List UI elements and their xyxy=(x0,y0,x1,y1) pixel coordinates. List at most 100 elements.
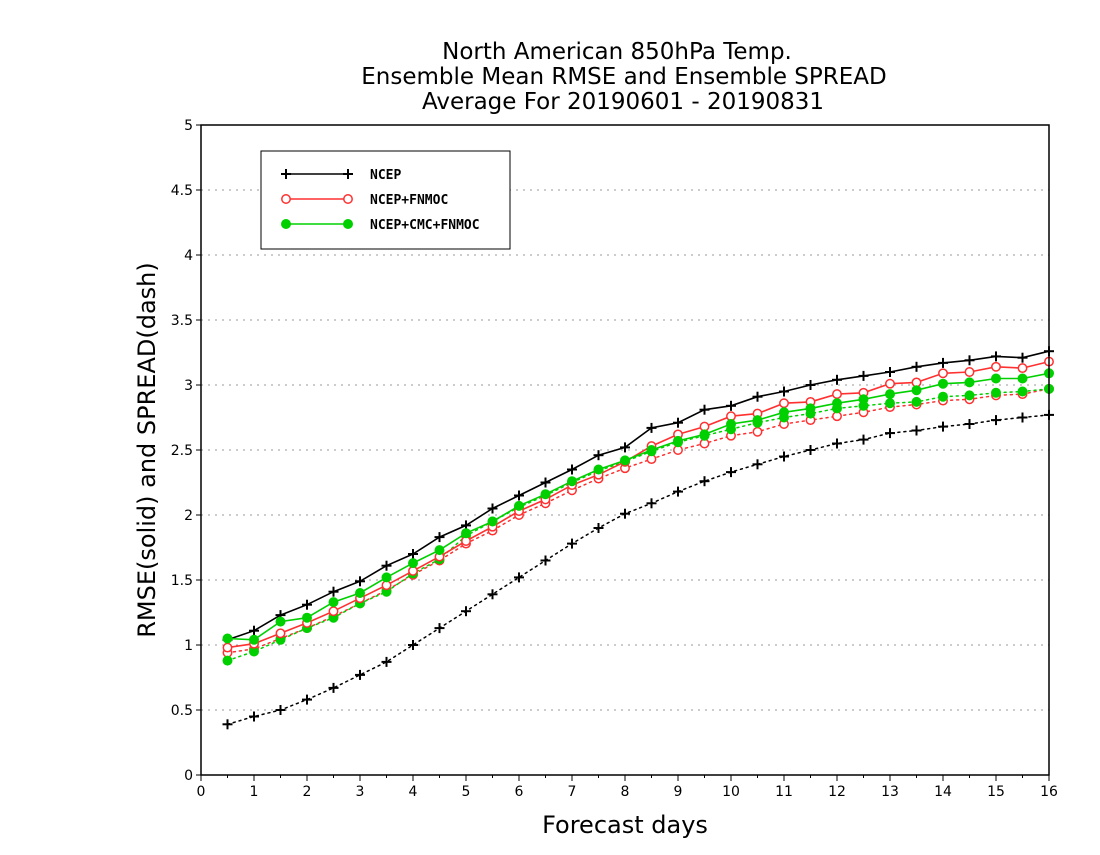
title-line-3: Average For 20190601 - 20190831 xyxy=(422,89,824,115)
x-tick-label: 0 xyxy=(197,784,206,800)
ncep-fnmoc-rmse-line xyxy=(227,360,1050,649)
ncep-cmc-fnmoc-rmse-point xyxy=(779,407,789,418)
ncep-spread-point xyxy=(646,498,657,509)
ncep-rmse-point xyxy=(726,400,736,411)
x-tick-label: 9 xyxy=(674,784,683,800)
legend-marker xyxy=(281,219,291,229)
ncep-cmc-fnmoc-rmse-point xyxy=(832,398,842,409)
y-tick-label: 1.5 xyxy=(171,573,193,589)
y-tick-label: 2 xyxy=(184,508,193,524)
ncep-spread-point xyxy=(964,419,975,429)
ncep-spread-point xyxy=(249,711,259,722)
ncep-fnmoc-rmse-point xyxy=(938,368,948,379)
x-tick-label: 16 xyxy=(1040,784,1058,800)
ncep-rmse-point xyxy=(858,370,869,381)
x-tick-label: 15 xyxy=(987,784,1005,800)
ncep-rmse-point xyxy=(355,576,365,587)
y-axis-label: RMSE(solid) and SPREAD(dash) xyxy=(133,262,161,638)
ncep-spread-point xyxy=(355,669,365,680)
ncep-cmc-fnmoc-spread-point xyxy=(1017,386,1028,397)
ncep-spread-point xyxy=(408,640,418,650)
ncep-cmc-fnmoc-rmse-point xyxy=(355,588,365,598)
ncep-spread-point xyxy=(673,486,683,497)
ncep-spread-point xyxy=(593,523,604,533)
ncep-fnmoc-rmse-point xyxy=(991,361,1001,372)
ncep-cmc-fnmoc-rmse-point xyxy=(673,435,683,446)
ncep-spread-point xyxy=(911,425,922,436)
ncep-spread-point xyxy=(302,694,312,705)
ncep-spread-point xyxy=(726,467,736,478)
ncep-rmse-point xyxy=(832,374,842,385)
ncep-rmse-point xyxy=(699,404,710,415)
ncep-spread-point xyxy=(752,459,763,470)
ncep-rmse-point xyxy=(673,417,683,428)
ncep-cmc-fnmoc-rmse-point xyxy=(911,385,922,396)
ncep-spread-point xyxy=(434,623,445,634)
x-tick-label: 12 xyxy=(828,784,846,800)
ncep-cmc-fnmoc-rmse-line xyxy=(227,372,1050,641)
x-tick-label: 2 xyxy=(303,784,312,800)
ncep-rmse-point xyxy=(938,357,948,368)
ncep-spread-point xyxy=(938,421,948,432)
ncep-fnmoc-spread-line xyxy=(226,388,1050,654)
ncep-rmse-point xyxy=(964,355,975,366)
ncep-cmc-fnmoc-rmse-point xyxy=(726,419,736,429)
ncep-cmc-fnmoc-rmse-point xyxy=(275,616,286,627)
ncep-rmse-point xyxy=(540,477,551,488)
ncep-spread-point xyxy=(991,415,1001,426)
legend: NCEP NCEP+FNMOC NCEP+CMC+FNMOC xyxy=(260,150,511,250)
y-tick-label: 3 xyxy=(184,378,193,394)
chart-title: North American 850hPa Temp. Ensemble Mea… xyxy=(361,39,886,115)
ncep-cmc-fnmoc-rmse-point xyxy=(885,389,895,400)
ncep-spread-line xyxy=(226,414,1050,726)
ncep-rmse-point xyxy=(381,560,392,571)
ncep-rmse-point xyxy=(779,386,789,397)
ncep-cmc-fnmoc-rmse-point xyxy=(540,489,551,500)
ncep-cmc-fnmoc-spread-point xyxy=(885,398,895,409)
ncep-spread-point xyxy=(832,438,842,449)
legend-marker xyxy=(343,169,353,179)
x-tick-label: 14 xyxy=(934,784,952,800)
y-tick-label: 3.5 xyxy=(171,313,193,329)
ncep-cmc-fnmoc-rmse-point xyxy=(328,597,339,608)
y-tick-label: 0 xyxy=(184,768,193,784)
ncep-cmc-fnmoc-spread-point xyxy=(222,655,233,666)
legend-label: NCEP+CMC+FNMOC xyxy=(370,218,480,233)
y-tick-label: 2.5 xyxy=(171,443,193,459)
ncep-spread-point xyxy=(779,451,789,462)
ncep-spread-point xyxy=(461,606,471,617)
ncep-cmc-fnmoc-rmse-point xyxy=(514,500,524,511)
ncep-fnmoc-rmse-point xyxy=(832,389,842,400)
x-tick-label: 8 xyxy=(621,784,630,800)
ncep-spread-point xyxy=(567,538,577,549)
ncep-fnmoc-spread-point xyxy=(752,426,763,437)
legend-box xyxy=(260,150,511,250)
ncep-cmc-fnmoc-spread-point xyxy=(991,387,1001,398)
x-tick-label: 4 xyxy=(409,784,418,800)
title-line-1: North American 850hPa Temp. xyxy=(442,39,792,65)
ncep-cmc-fnmoc-rmse-point xyxy=(461,528,471,539)
ncep-spread-point xyxy=(487,589,498,600)
ncep-spread-point xyxy=(381,656,392,667)
ncep-cmc-fnmoc-rmse-point xyxy=(434,545,445,556)
legend-label: NCEP xyxy=(370,168,401,183)
ncep-spread-point xyxy=(805,445,816,455)
y-tick-label: 1 xyxy=(184,638,193,654)
ncep-cmc-fnmoc-rmse-point xyxy=(646,445,657,455)
ncep-cmc-fnmoc-rmse-point xyxy=(991,373,1001,384)
legend-label: NCEP+FNMOC xyxy=(370,193,448,208)
ncep-spread-point xyxy=(699,476,710,487)
ncep-rmse-point xyxy=(911,361,922,372)
legend-marker xyxy=(343,219,353,229)
ncep-rmse-point xyxy=(752,391,763,402)
ncep-cmc-fnmoc-spread-point xyxy=(964,390,975,401)
ncep-rmse-point xyxy=(620,442,630,453)
ncep-spread-point xyxy=(885,428,895,439)
ncep-cmc-fnmoc-rmse-point xyxy=(805,403,816,414)
ncep-fnmoc-rmse-point xyxy=(1017,363,1028,374)
ncep-spread-point xyxy=(328,682,339,693)
legend-marker xyxy=(281,194,291,204)
legend-item-ncep-fnmoc: NCEP+FNMOC xyxy=(281,193,448,208)
y-tick-label: 0.5 xyxy=(171,703,193,719)
